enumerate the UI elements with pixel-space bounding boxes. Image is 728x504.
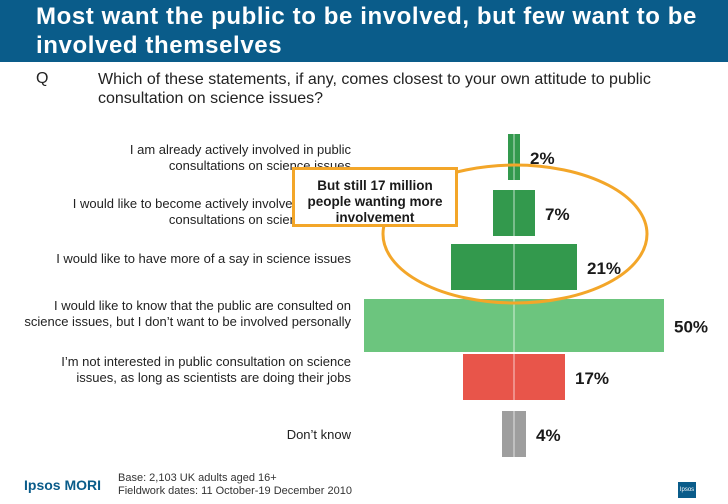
ipsos-mori-logo: Ipsos MORI [24, 477, 102, 493]
value-label-2: 21% [587, 259, 621, 278]
ipsos-badge-logo: Ipsos [678, 482, 696, 498]
page-title: Most want the public to be involved, but… [36, 3, 698, 59]
category-label-already-involved: I am already actively involved in public… [129, 142, 351, 173]
category-label-more-say: I would like to have more of a say in sc… [56, 251, 351, 266]
value-label-5: 4% [536, 426, 561, 445]
value-label-0: 2% [530, 149, 555, 168]
footer-fieldwork-note: Fieldwork dates: 11 October-19 December … [118, 485, 352, 497]
value-label-3: 50% [674, 318, 708, 337]
footer-base-note: Base: 2,103 UK adults aged 16+ [118, 472, 277, 484]
value-label-4: 17% [575, 369, 609, 388]
title-bar: Most want the public to be involved, but… [0, 0, 728, 62]
question-label: Q [36, 70, 49, 87]
category-label-dont-know: Don’t know [286, 427, 351, 442]
value-label-1: 7% [545, 205, 570, 224]
category-label-public-consulted: I would like to know that the public are… [24, 298, 351, 329]
question-text: Which of these statements, if any, comes… [98, 71, 651, 107]
callout-annotation: But still 17 million people wanting more… [292, 167, 458, 227]
highlight-ellipse [381, 163, 649, 305]
category-label-not-interested: I’m not interested in public consultatio… [61, 354, 351, 385]
